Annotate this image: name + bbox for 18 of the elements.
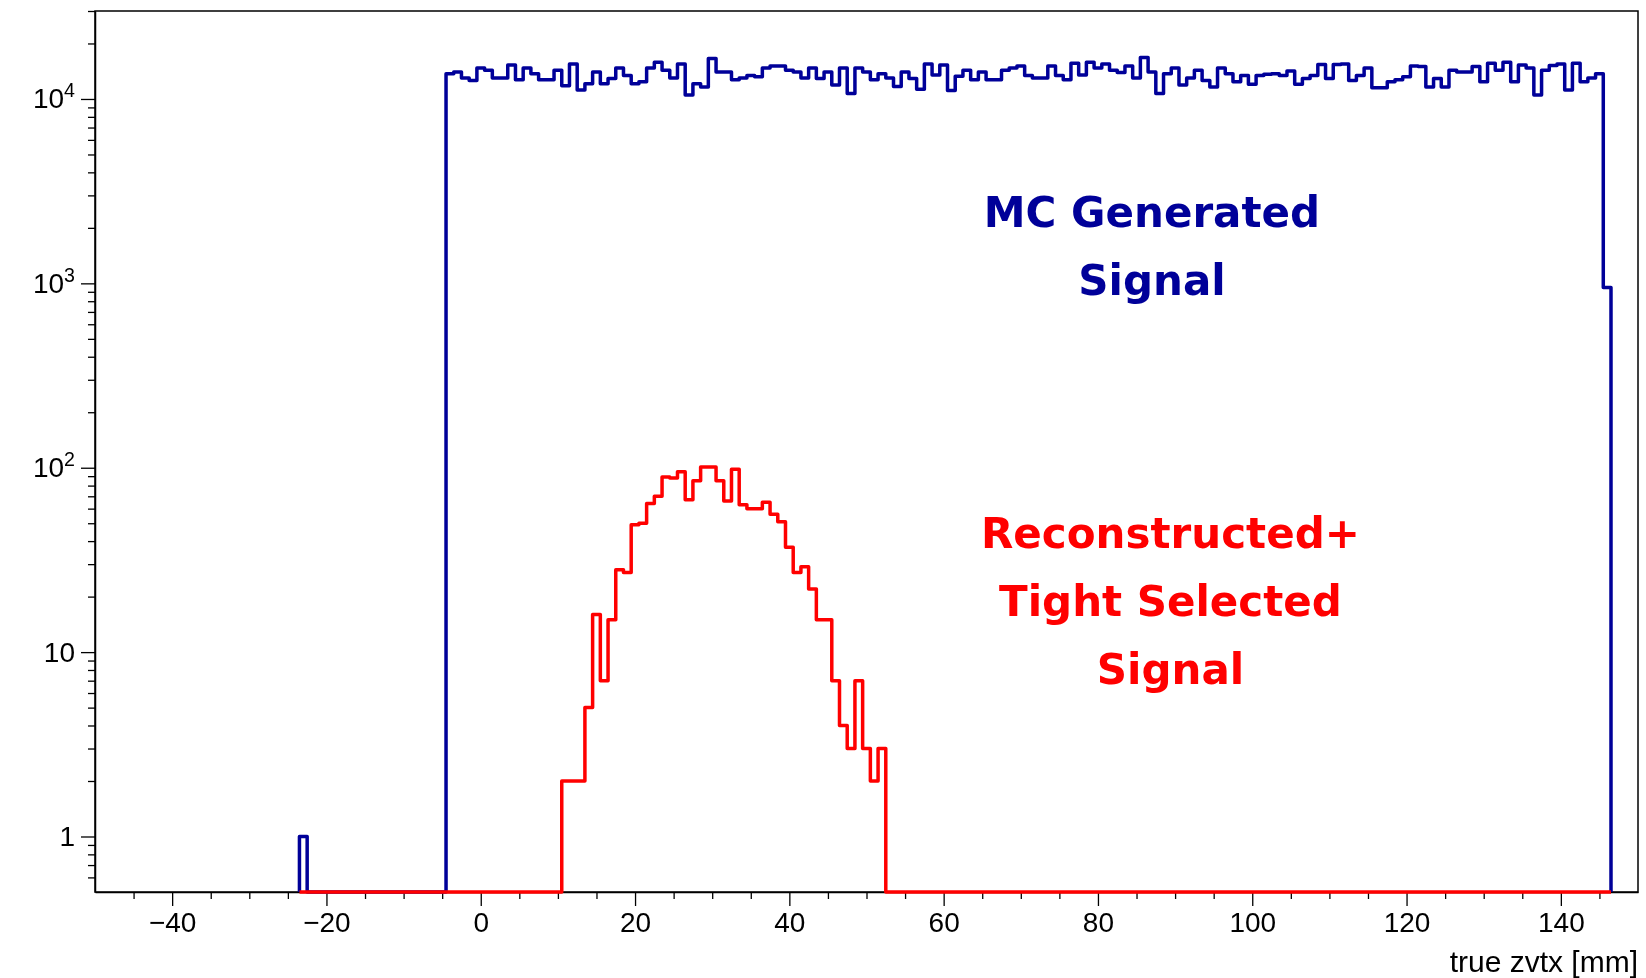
y-tick-label: 10$^{4}$ — [32, 79, 76, 115]
y-tick-label: 10 — [43, 636, 75, 668]
x-tick-label: 20 — [619, 907, 652, 939]
x-tick-label: −20 — [303, 907, 351, 939]
x-tick-label: 80 — [1082, 907, 1115, 939]
y-tick-label: 1 — [59, 820, 75, 852]
x-tick-label: −40 — [148, 907, 197, 939]
x-tick-label: 0 — [473, 907, 490, 939]
text: Reconstructed+ Tight Selected Signal — [981, 509, 1360, 695]
x-tick-label: 120 — [1383, 907, 1431, 939]
x-tick-label: 60 — [928, 907, 960, 939]
x-axis-title: true zvtx [mm] — [1449, 945, 1638, 978]
y-tick-label: 10$^{3}$ — [32, 263, 76, 299]
x-tick-label: 100 — [1229, 907, 1277, 939]
text: MC Generated Signal — [983, 187, 1321, 305]
y-tick-label: 10$^{2}$ — [32, 448, 75, 484]
x-tick-label: 40 — [774, 907, 806, 939]
x-tick-label: 140 — [1537, 907, 1585, 939]
